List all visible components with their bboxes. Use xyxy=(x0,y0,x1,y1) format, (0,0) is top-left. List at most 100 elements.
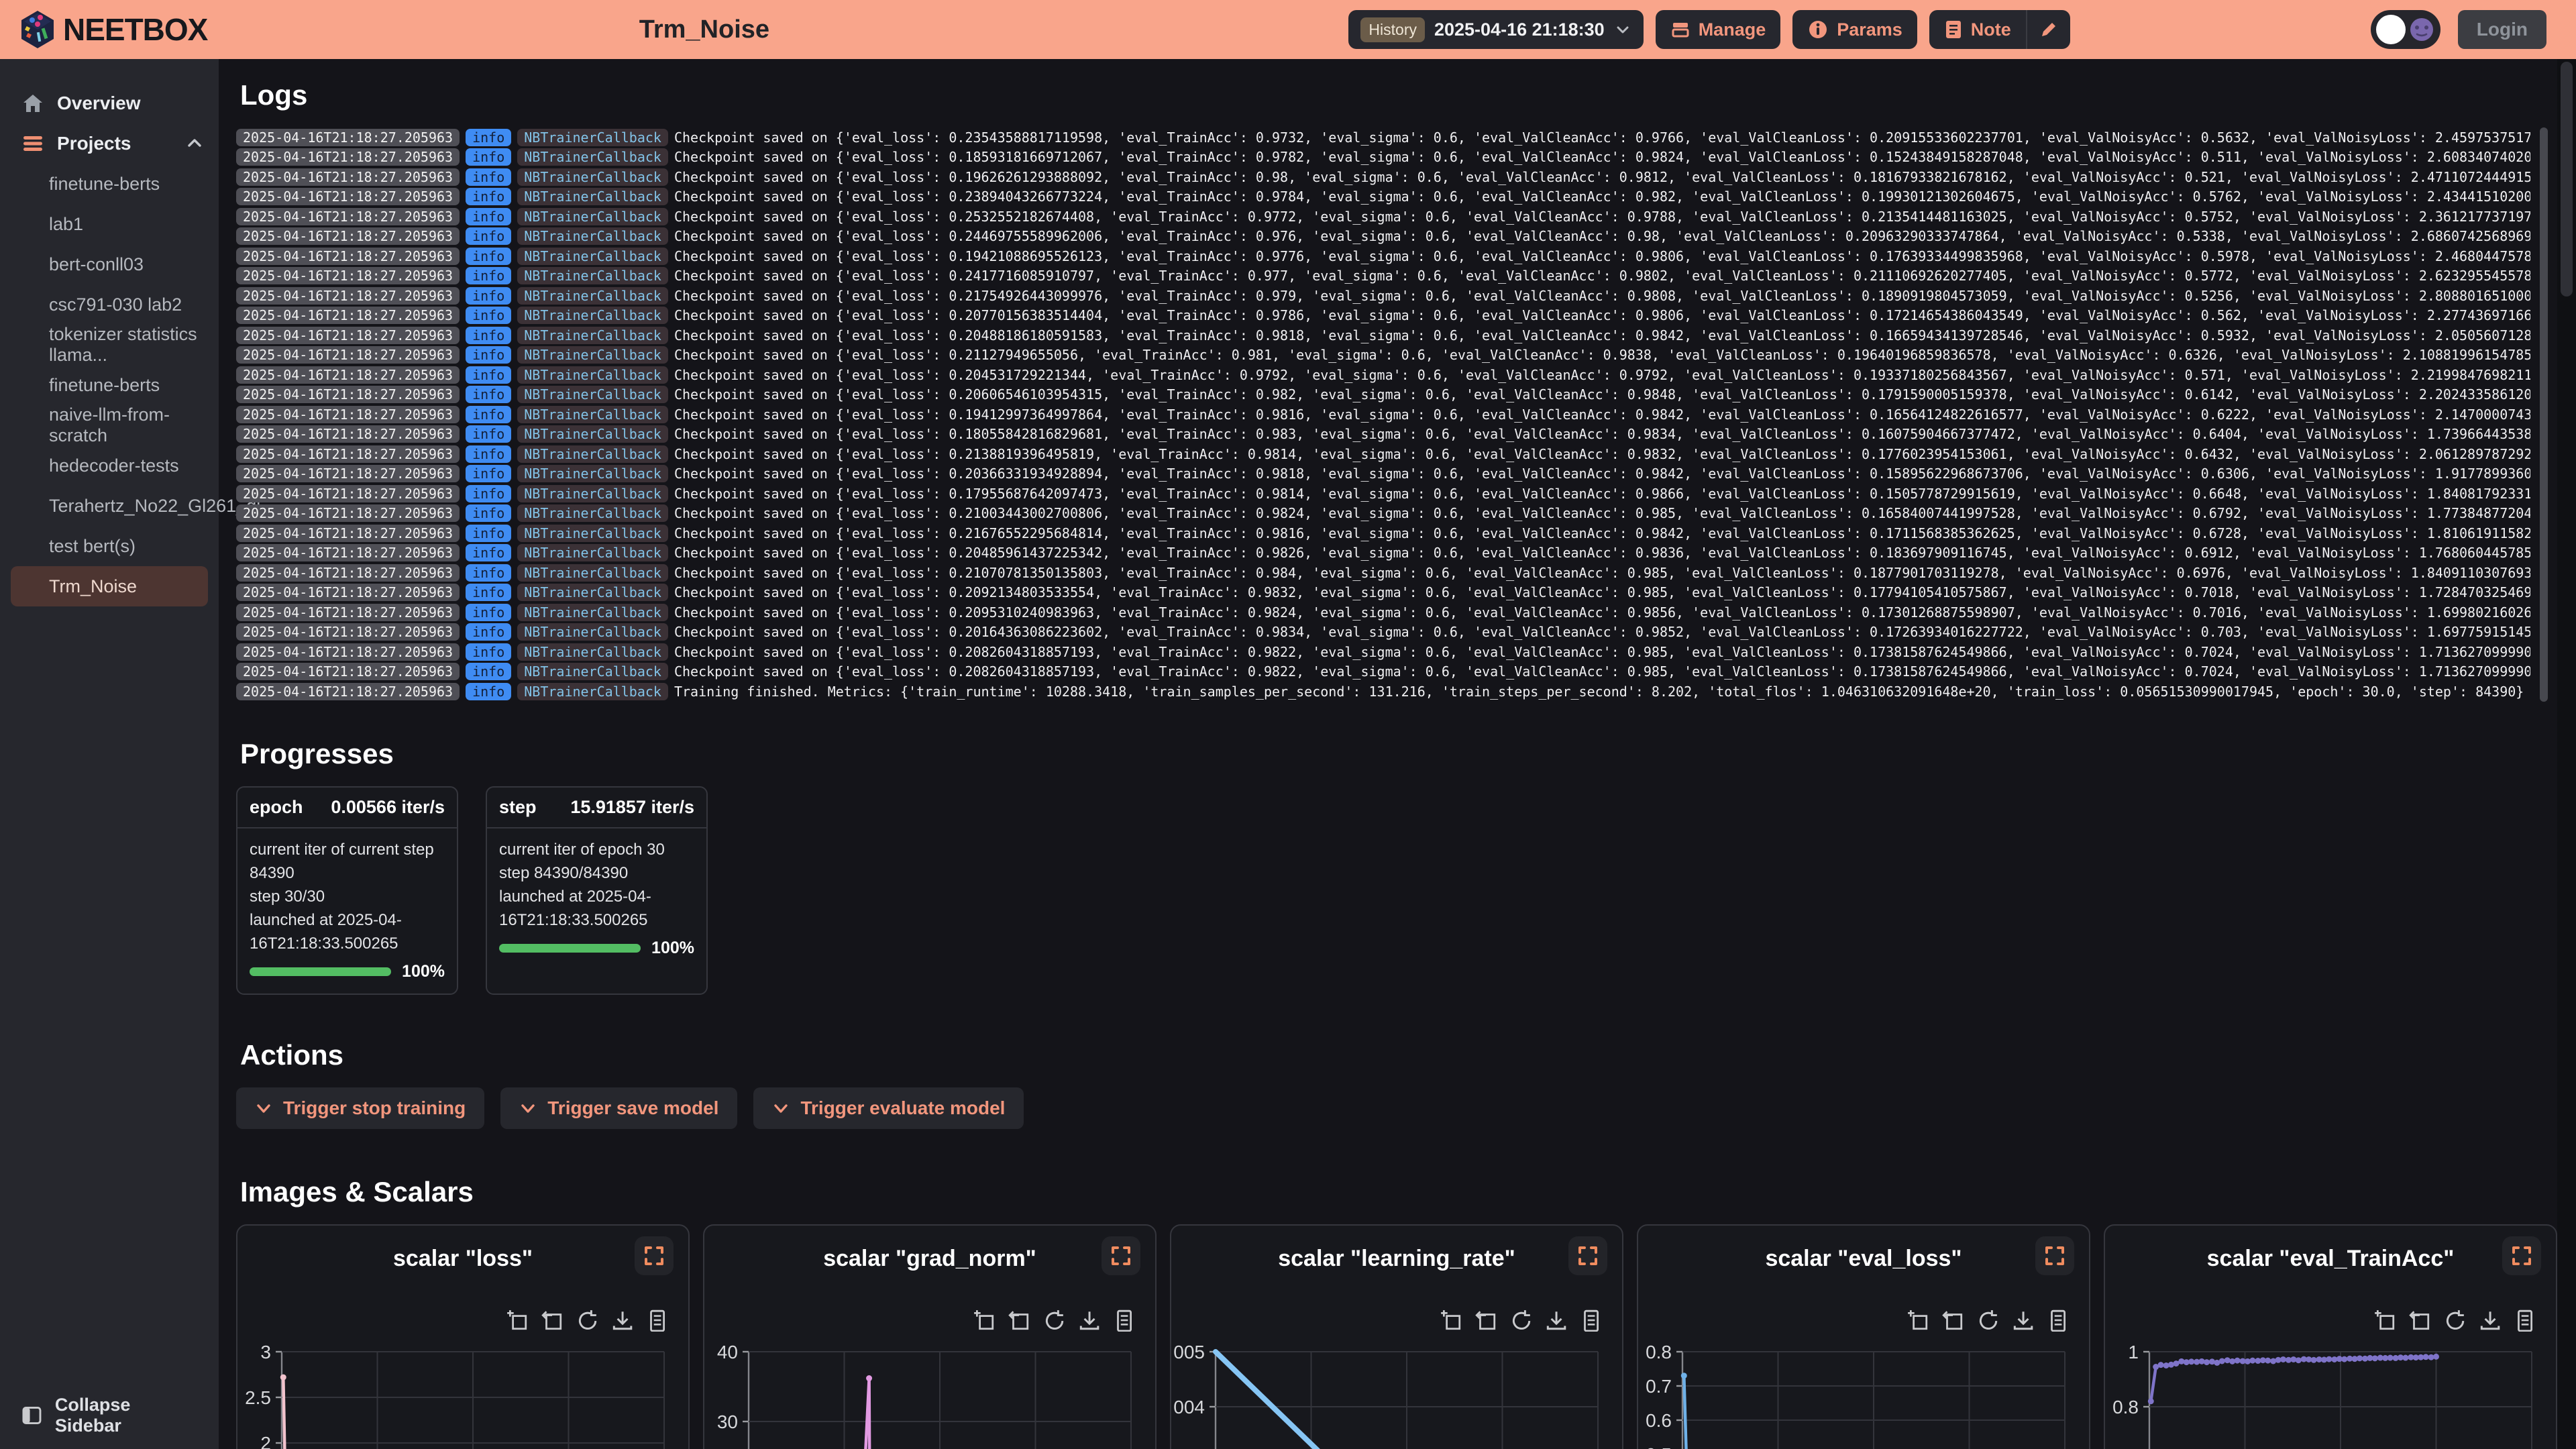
svg-text:0.7: 0.7 xyxy=(1646,1376,1672,1397)
page-scrollbar[interactable] xyxy=(2557,59,2576,1449)
zoom-reset-icon[interactable] xyxy=(1941,1309,1964,1335)
download-icon[interactable] xyxy=(2011,1309,2034,1335)
edit-note-button[interactable] xyxy=(2027,10,2070,49)
sidebar-project-item[interactable]: test bert(s) xyxy=(49,535,136,556)
log-level-badge: info xyxy=(466,307,512,325)
action-button[interactable]: Trigger save model xyxy=(500,1087,738,1129)
log-timestamp-badge: 2025-04-16T21:18:27.205963 xyxy=(236,386,460,404)
chevron-down-icon xyxy=(1617,26,1629,34)
action-button[interactable]: Trigger stop training xyxy=(236,1087,485,1129)
data-view-icon[interactable] xyxy=(2513,1309,2536,1335)
log-timestamp-badge: 2025-04-16T21:18:27.205963 xyxy=(236,366,460,384)
log-timestamp-badge: 2025-04-16T21:18:27.205963 xyxy=(236,584,460,602)
log-level-badge: info xyxy=(466,643,512,661)
sidebar-project-item[interactable]: tokenizer statistics llama... xyxy=(49,324,197,365)
sidebar-project-item[interactable]: naive-llm-from-scratch xyxy=(49,405,170,445)
log-level-badge: info xyxy=(466,128,512,146)
neetbox-logo-icon xyxy=(21,11,54,48)
log-source-badge: NBTrainerCallback xyxy=(517,643,668,661)
action-button[interactable]: Trigger evaluate model xyxy=(753,1087,1024,1129)
theme-toggle[interactable] xyxy=(2370,10,2440,49)
log-message: Checkpoint saved on {'eval_loss': 0.2016… xyxy=(674,624,2530,641)
refresh-icon[interactable] xyxy=(1976,1309,1999,1335)
expand-chart-button[interactable] xyxy=(2502,1236,2541,1275)
expand-icon xyxy=(2512,1246,2531,1265)
chart-toolbar xyxy=(1907,1309,2069,1335)
expand-chart-button[interactable] xyxy=(635,1236,674,1275)
progress-percent: 100% xyxy=(402,961,445,981)
progress-bar-fill xyxy=(250,967,392,976)
page-scrollbar-thumb[interactable] xyxy=(2561,62,2573,297)
log-row: 2025-04-16T21:18:27.205963 info NBTrainerC… xyxy=(236,425,2530,445)
header-right-cluster: Login xyxy=(2370,10,2546,49)
refresh-icon[interactable] xyxy=(1509,1309,1532,1335)
box-zoom-icon[interactable] xyxy=(1440,1309,1462,1335)
projects-label: Projects xyxy=(57,133,131,154)
note-button[interactable]: Note xyxy=(1929,10,2026,49)
log-level-badge: info xyxy=(466,247,512,265)
sidebar-project-item[interactable]: Terahertz_No22_Gl261_gl... xyxy=(49,495,276,516)
expand-icon xyxy=(1578,1246,1597,1265)
chart-toolbar xyxy=(1440,1309,1602,1335)
log-row: 2025-04-16T21:18:27.205963 info NBTrainerC… xyxy=(236,148,2530,168)
log-timestamp-badge: 2025-04-16T21:18:27.205963 xyxy=(236,465,460,483)
refresh-icon[interactable] xyxy=(1042,1309,1065,1335)
log-row: 2025-04-16T21:18:27.205963 info NBTrainerC… xyxy=(236,345,2530,366)
log-source-badge: NBTrainerCallback xyxy=(517,247,668,265)
zoom-reset-icon[interactable] xyxy=(541,1309,564,1335)
sidebar-project-item[interactable]: finetune-berts xyxy=(49,173,160,194)
history-dropdown[interactable]: History 2025-04-16 21:18:30 xyxy=(1348,10,1644,49)
sidebar-project-item[interactable]: hedecoder-tests xyxy=(49,455,179,476)
progress-cards: epoch 0.00566 iter/s current iter of curre… xyxy=(236,786,2557,995)
download-icon[interactable] xyxy=(2478,1309,2501,1335)
log-scrollbar[interactable] xyxy=(2540,127,2548,702)
sidebar-item-projects[interactable]: Projects xyxy=(0,123,219,164)
download-icon[interactable] xyxy=(1077,1309,1100,1335)
login-button[interactable]: Login xyxy=(2457,10,2546,49)
log-message: Checkpoint saved on {'eval_loss': 0.2082… xyxy=(674,643,2530,660)
manage-button[interactable]: Manage xyxy=(1655,10,1781,49)
collapse-sidebar-button[interactable]: Collapse Sidebar xyxy=(0,1395,219,1436)
box-zoom-icon[interactable] xyxy=(973,1309,996,1335)
data-view-icon[interactable] xyxy=(2046,1309,2069,1335)
expand-chart-button[interactable] xyxy=(2035,1236,2074,1275)
chart-cards: scalar "loss"32.521.51scalar "grad_norm"… xyxy=(236,1224,2557,1449)
svg-text:1: 1 xyxy=(2128,1342,2139,1362)
download-icon[interactable] xyxy=(1544,1309,1567,1335)
zoom-reset-icon[interactable] xyxy=(1474,1309,1497,1335)
chevron-up-icon xyxy=(188,139,201,147)
sidebar-project-item[interactable]: Trm_Noise xyxy=(11,566,208,606)
box-zoom-icon[interactable] xyxy=(506,1309,529,1335)
sidebar-project-item[interactable]: bert-conll03 xyxy=(49,254,144,274)
log-message: Checkpoint saved on {'eval_loss': 0.2036… xyxy=(674,466,2530,482)
refresh-icon[interactable] xyxy=(576,1309,598,1335)
log-row: 2025-04-16T21:18:27.205963 info NBTrainerC… xyxy=(236,523,2530,543)
data-view-icon[interactable] xyxy=(1112,1309,1135,1335)
download-icon[interactable] xyxy=(610,1309,633,1335)
sidebar-project-item[interactable]: finetune-berts xyxy=(49,374,160,395)
log-row: 2025-04-16T21:18:27.205963 info NBTrainerC… xyxy=(236,405,2530,425)
sidebar-project-item[interactable]: csc791-030 lab2 xyxy=(49,294,182,315)
log-row: 2025-04-16T21:18:27.205963 info NBTrainerC… xyxy=(236,246,2530,266)
expand-chart-button[interactable] xyxy=(1568,1236,1607,1275)
sidebar-item-overview[interactable]: Overview xyxy=(0,83,219,123)
scalar-chart-card: scalar "learning_rate"005004003002001 xyxy=(1170,1224,1623,1449)
zoom-reset-icon[interactable] xyxy=(1008,1309,1030,1335)
data-view-icon[interactable] xyxy=(1579,1309,1602,1335)
expand-chart-button[interactable] xyxy=(1102,1236,1140,1275)
sidebar-project-item[interactable]: lab1 xyxy=(49,213,84,234)
log-timestamp-badge: 2025-04-16T21:18:27.205963 xyxy=(236,643,460,661)
log-level-badge: info xyxy=(466,148,512,166)
box-zoom-icon[interactable] xyxy=(2373,1309,2396,1335)
progress-rate: 15.91857 iter/s xyxy=(570,796,694,817)
log-source-badge: NBTrainerCallback xyxy=(517,425,668,443)
params-button[interactable]: Params xyxy=(1792,10,1917,49)
data-view-icon[interactable] xyxy=(645,1309,668,1335)
scalar-chart-card: scalar "eval_TrainAcc"10.80.60.40.2 xyxy=(2104,1224,2557,1449)
zoom-reset-icon[interactable] xyxy=(2408,1309,2431,1335)
chart-toolbar xyxy=(973,1309,1135,1335)
log-level-badge: info xyxy=(466,405,512,423)
refresh-icon[interactable] xyxy=(2443,1309,2466,1335)
box-zoom-icon[interactable] xyxy=(1907,1309,1929,1335)
log-scrollbar-thumb[interactable] xyxy=(2540,127,2548,702)
